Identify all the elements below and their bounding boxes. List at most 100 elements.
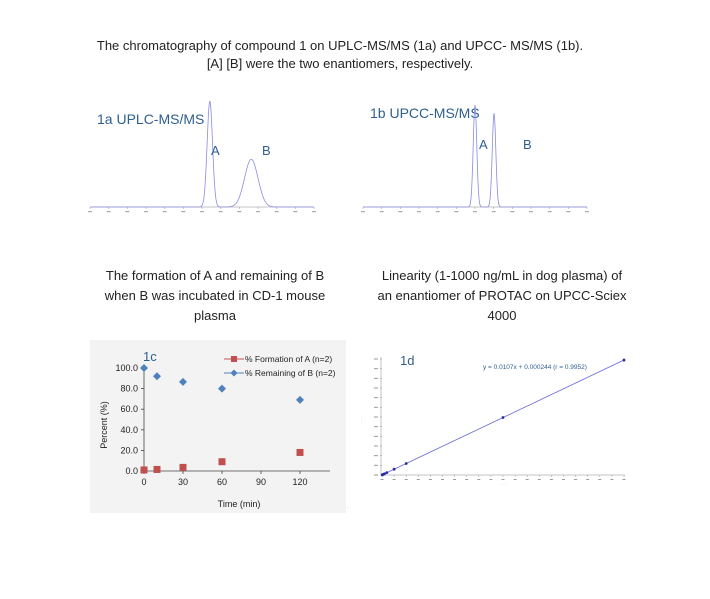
y-tick-label bbox=[374, 397, 378, 399]
tick-label bbox=[293, 211, 298, 213]
y-tick-label bbox=[374, 377, 378, 379]
x-tick-label bbox=[453, 479, 457, 480]
peak-label-a-1a: A bbox=[211, 143, 220, 158]
x-tick-label: 60 bbox=[217, 477, 227, 487]
y-tick-label bbox=[374, 406, 378, 408]
tick-label bbox=[200, 211, 204, 213]
peak-label-b-1b: B bbox=[523, 137, 532, 152]
x-tick-label bbox=[477, 479, 481, 480]
tick-label bbox=[435, 211, 440, 213]
caption-1d-line-2: an enantiomer of PROTAC on UPCC-Sciex bbox=[377, 288, 627, 303]
header-line-1: The chromatography of compound 1 on UPLC… bbox=[96, 38, 584, 53]
ticks-1d bbox=[374, 358, 626, 480]
tick-label bbox=[529, 211, 533, 213]
x-tick-label: 0 bbox=[141, 477, 146, 487]
x-axis-label-1c: Time (min) bbox=[218, 499, 261, 509]
chromatogram-trace-1b bbox=[363, 104, 587, 208]
tick-label bbox=[379, 211, 384, 213]
chart-1a: 1a UPLC-MS/MS A B bbox=[88, 100, 316, 213]
tick-label bbox=[125, 211, 130, 213]
chart-1b: 1b UPCC-MS/MS A B bbox=[361, 104, 589, 213]
tick-label bbox=[361, 211, 365, 213]
x-tick-label bbox=[404, 479, 408, 480]
tick-label bbox=[88, 211, 92, 213]
stray-mark: · bbox=[347, 505, 349, 511]
chart-1c: 1c 0.0 20.0 40.0 60.0 80.0 100.0 0 30 60 90 120 P… bbox=[99, 349, 336, 509]
calibration-point bbox=[383, 472, 386, 476]
x-tick-label bbox=[610, 479, 614, 480]
remaining-point bbox=[218, 384, 226, 393]
x-tick-label bbox=[549, 479, 553, 480]
legend-label: % Formation of A (n=2) bbox=[245, 354, 332, 364]
calibration-point bbox=[392, 467, 396, 471]
panel-label-1b: 1b UPCC-MS/MS bbox=[370, 105, 480, 121]
y-tick-label bbox=[374, 474, 378, 476]
y-tick-label bbox=[374, 435, 378, 437]
x-tick-label bbox=[489, 479, 493, 480]
chart-1d: 1d · · · · · · · · · · y = 0.0107x + 0.0… bbox=[359, 353, 626, 486]
x-tick-label bbox=[465, 479, 469, 480]
y-tick-label bbox=[374, 416, 378, 418]
x-ticks-1c: 0 30 60 90 120 bbox=[141, 471, 308, 487]
y-axis-label-1c: Percent (%) bbox=[99, 401, 109, 449]
y-tick-label bbox=[374, 387, 378, 389]
x-tick-label bbox=[416, 479, 420, 480]
tick-label bbox=[510, 211, 515, 213]
legend-1c: % Formation of A (n=2) % Remaining of B (… bbox=[224, 354, 336, 378]
y-tick-label: 40.0 bbox=[120, 425, 138, 435]
y-tick-label: 0.0 bbox=[125, 466, 138, 476]
x-tick-label: 120 bbox=[292, 477, 307, 487]
x-tick-label bbox=[380, 479, 384, 480]
tick-label bbox=[274, 211, 279, 213]
tick-label bbox=[106, 211, 111, 213]
x-tick-label bbox=[428, 479, 432, 480]
x-tick-label bbox=[586, 479, 590, 480]
tick-label bbox=[162, 211, 167, 213]
x-tick-label bbox=[392, 479, 396, 480]
y-tick-label bbox=[374, 368, 378, 370]
y-tick-label: 60.0 bbox=[120, 404, 138, 414]
x-tick-label bbox=[501, 479, 505, 480]
calibration-point bbox=[385, 471, 389, 475]
tick-label bbox=[256, 211, 260, 213]
legend-marker bbox=[230, 369, 238, 377]
points-1c bbox=[140, 364, 304, 474]
x-tick-label bbox=[574, 479, 578, 480]
y-tick-label bbox=[374, 445, 378, 447]
y-ticks-1c: 0.0 20.0 40.0 60.0 80.0 100.0 bbox=[115, 363, 144, 476]
formation-point bbox=[179, 463, 187, 471]
y-tick-label: 20.0 bbox=[120, 445, 138, 455]
tick-label bbox=[454, 211, 459, 213]
ticks-1b bbox=[361, 207, 589, 213]
remaining-point bbox=[179, 377, 187, 386]
x-tick-label bbox=[441, 479, 444, 480]
x-tick-label bbox=[525, 479, 529, 480]
chromatogram-trace-1a bbox=[90, 100, 314, 208]
panel-label-1a: 1a UPLC-MS/MS bbox=[97, 111, 204, 127]
y-tick-label bbox=[374, 455, 378, 457]
y-tick-label: 100.0 bbox=[115, 363, 138, 373]
tick-label bbox=[491, 211, 496, 213]
panel-label-1d: 1d bbox=[400, 353, 414, 368]
points-1d bbox=[380, 358, 626, 477]
tick-label bbox=[144, 211, 148, 213]
legend-label: % Remaining of B (n=2) bbox=[245, 368, 336, 378]
ticks-1a bbox=[88, 207, 316, 213]
chart-1c-background bbox=[90, 340, 346, 513]
formation-point bbox=[218, 458, 226, 466]
tick-label bbox=[312, 211, 316, 213]
header-line-2: [A] [B] were the two enantiomers, respec… bbox=[206, 56, 474, 71]
x-tick-label bbox=[562, 479, 565, 480]
caption-1c-line-3: plasma bbox=[194, 308, 236, 323]
tick-label bbox=[585, 211, 589, 213]
caption-1d-line-3: 4000 bbox=[487, 308, 517, 323]
legend-marker bbox=[231, 356, 237, 362]
calibration-point bbox=[501, 416, 505, 419]
x-tick-label: 30 bbox=[178, 477, 188, 487]
panel-label-1c: 1c bbox=[143, 349, 157, 364]
x-tick-label: 90 bbox=[256, 477, 266, 487]
calibration-point bbox=[404, 462, 408, 465]
y-tick-label bbox=[374, 358, 378, 360]
x-tick-label bbox=[537, 479, 541, 480]
x-tick-label bbox=[622, 479, 626, 480]
